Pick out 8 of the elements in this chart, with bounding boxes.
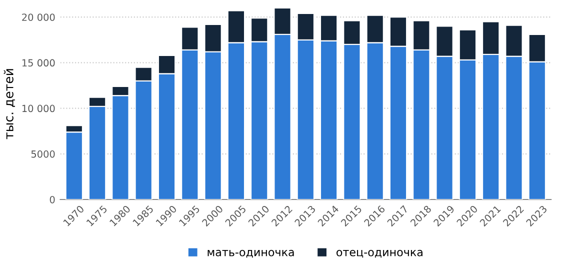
y-tick-label: 0 bbox=[50, 196, 55, 204]
y-axis-title: тыс. детей bbox=[4, 69, 15, 140]
legend-label: мать-одиночка bbox=[208, 250, 294, 258]
y-tick-label: 5000 bbox=[31, 150, 55, 158]
legend-label: отец-одиночка bbox=[336, 250, 422, 258]
y-tick-label: 10 000 bbox=[22, 104, 55, 112]
y-tick-label: 15 000 bbox=[22, 59, 55, 67]
y-tick-label: 20 000 bbox=[22, 14, 55, 21]
